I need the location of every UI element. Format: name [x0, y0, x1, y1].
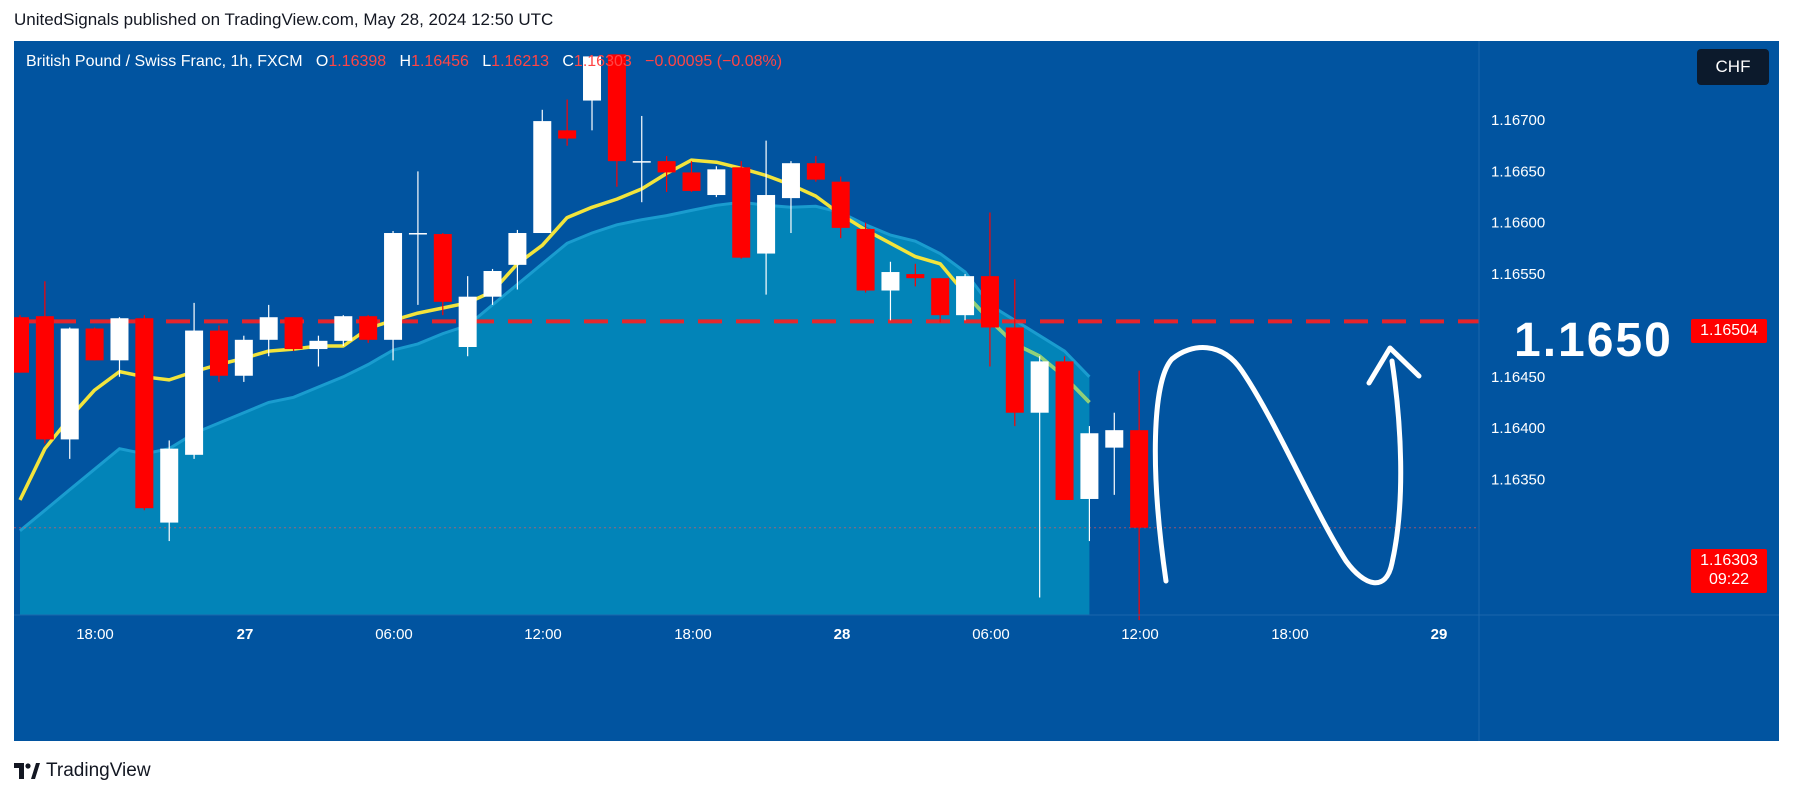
candle-up	[234, 339, 253, 376]
candle-up	[259, 317, 278, 340]
candle-down	[1130, 430, 1149, 528]
candle-up	[707, 169, 726, 196]
low-label: L	[482, 53, 492, 70]
cloud-area	[20, 202, 1090, 615]
symbol-legend: British Pound / Swiss Franc, 1h, FXCM O1…	[26, 53, 782, 71]
candle-down	[359, 316, 378, 340]
candle-down	[433, 234, 452, 302]
candle-up	[583, 56, 602, 101]
y-tick-label: 1.16350	[1491, 471, 1545, 488]
candle-down	[831, 181, 850, 228]
projection-path	[1152, 345, 1404, 586]
candle-down	[806, 163, 825, 180]
candle-up	[1030, 361, 1049, 413]
x-tick-label: 18:00	[76, 626, 114, 643]
candle-up	[781, 163, 800, 199]
level-price-tag: 1.16504	[1691, 319, 1767, 343]
candle-up	[408, 233, 427, 235]
candle-down	[14, 317, 29, 373]
high-label: H	[399, 53, 412, 70]
candle-up	[533, 121, 552, 234]
candle-down	[931, 278, 950, 316]
y-tick-label: 1.16650	[1491, 163, 1545, 180]
candle-up	[185, 330, 204, 455]
candle-up	[757, 195, 776, 254]
y-tick-label: 1.16400	[1491, 420, 1545, 437]
price-scale	[1479, 41, 1779, 741]
candle-down	[209, 330, 228, 376]
candle-up	[508, 233, 527, 265]
y-tick-label: 1.16600	[1491, 215, 1545, 232]
change-value: −0.00095 (−0.08%)	[645, 53, 783, 70]
candle-down	[1005, 327, 1024, 413]
x-tick-label: 06:00	[375, 626, 413, 643]
last-price-tag: 1.16303 09:22	[1691, 549, 1767, 593]
candle-up	[881, 272, 900, 291]
y-tick-label: 1.16700	[1491, 112, 1545, 129]
bar-countdown: 09:22	[1708, 571, 1750, 588]
price-chart[interactable]: 1.16350 1.16400 1.16450 1.16550 1.16600 1.166…	[14, 41, 1779, 741]
candle-up	[160, 448, 179, 523]
y-tick-label: 1.16450	[1491, 369, 1545, 386]
candle-up	[309, 340, 328, 350]
x-tick-label: 06:00	[972, 626, 1010, 643]
candle-up	[483, 271, 502, 297]
candle-down	[732, 167, 751, 258]
candle-down	[906, 274, 925, 279]
last-price-value: 1.16303	[1700, 552, 1758, 569]
tradingview-logo-icon	[14, 763, 40, 779]
candle-down	[558, 130, 577, 139]
x-tick-label: 27	[237, 626, 254, 643]
candle-up	[458, 296, 477, 347]
publish-info: UnitedSignals published on TradingView.c…	[14, 10, 554, 29]
high-value: 1.16456	[411, 53, 469, 70]
candle-down	[284, 317, 303, 350]
candle-up	[1105, 430, 1124, 448]
candle-down	[980, 276, 999, 328]
x-tick-label: 29	[1431, 626, 1448, 643]
close-value: 1.16303	[573, 53, 632, 70]
projection-arrowhead	[1366, 345, 1422, 386]
candle-down	[35, 316, 54, 440]
candle-up	[384, 233, 403, 340]
x-tick-label: 18:00	[1271, 626, 1309, 643]
candle-down	[856, 228, 875, 291]
candle-down	[657, 161, 676, 173]
candle-up	[1080, 433, 1099, 499]
tradingview-logo[interactable]: TradingView	[14, 760, 151, 782]
x-tick-label: 18:00	[674, 626, 712, 643]
candle-up	[956, 276, 975, 316]
close-label: C	[562, 53, 574, 70]
chart-area[interactable]: 1.16350 1.16400 1.16450 1.16550 1.16600 1.166…	[14, 41, 1779, 741]
candle-up	[334, 316, 353, 341]
symbol-name: British Pound / Swiss Franc, 1h, FXCM	[26, 53, 303, 70]
open-label: O	[315, 53, 329, 70]
candle-down	[1055, 361, 1074, 500]
open-value: 1.16398	[328, 53, 387, 70]
x-tick-label: 28	[834, 626, 851, 643]
low-value: 1.16213	[491, 53, 550, 70]
candle-down	[682, 172, 701, 191]
candle-up	[60, 328, 79, 440]
candle-down	[135, 318, 154, 509]
candle-down	[607, 54, 626, 162]
x-tick-label: 12:00	[524, 626, 562, 643]
candle-down	[85, 328, 104, 361]
target-price-label: 1.1650	[1514, 314, 1673, 367]
candle-up	[632, 161, 651, 163]
tradingview-brand: TradingView	[46, 760, 151, 781]
x-tick-label: 12:00	[1121, 626, 1159, 643]
candle-up	[110, 318, 129, 361]
currency-badge[interactable]: CHF	[1697, 49, 1769, 85]
y-tick-label: 1.16550	[1491, 266, 1545, 283]
